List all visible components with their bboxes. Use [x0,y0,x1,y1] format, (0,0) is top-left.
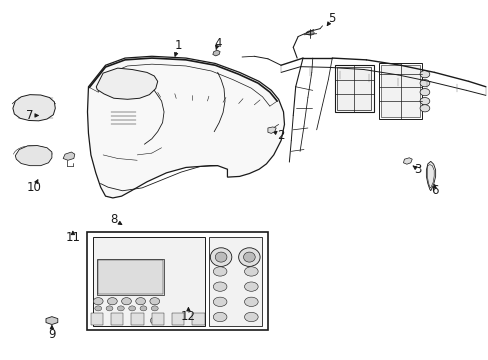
Polygon shape [15,145,52,166]
Ellipse shape [131,77,158,95]
Ellipse shape [238,248,260,266]
Ellipse shape [117,306,124,311]
Ellipse shape [106,306,113,311]
Bar [110,105,137,126]
Bar [163,89,215,117]
Ellipse shape [48,319,55,323]
Ellipse shape [131,317,140,324]
Ellipse shape [213,297,226,306]
Polygon shape [426,161,435,191]
Ellipse shape [244,312,258,321]
Ellipse shape [101,75,142,98]
Bar [98,260,162,294]
Bar [209,237,262,326]
Bar [161,87,217,119]
Bar [336,67,370,110]
Bar [192,313,204,325]
Text: 5: 5 [328,12,335,25]
Ellipse shape [213,312,226,321]
Bar [152,135,203,164]
Text: 9: 9 [48,328,56,341]
Bar [227,107,259,137]
Ellipse shape [419,89,429,96]
Ellipse shape [419,98,429,105]
Text: 1: 1 [175,39,182,52]
Bar [93,237,205,326]
Text: 4: 4 [213,37,221,50]
Bar [111,313,123,325]
Bar [378,63,422,119]
Ellipse shape [93,298,103,305]
Bar [334,65,373,112]
Ellipse shape [107,298,117,305]
Ellipse shape [419,105,429,112]
Polygon shape [63,152,75,160]
Text: 11: 11 [65,231,80,244]
Text: 2: 2 [277,129,284,142]
Ellipse shape [419,80,429,87]
Ellipse shape [213,267,226,276]
Bar [97,259,163,295]
Bar [224,105,261,139]
Ellipse shape [150,298,159,305]
Ellipse shape [94,317,102,324]
Ellipse shape [243,252,255,262]
Text: 6: 6 [430,184,438,197]
Ellipse shape [215,252,226,262]
Ellipse shape [151,306,158,311]
Polygon shape [403,158,411,164]
Ellipse shape [244,282,258,291]
Polygon shape [87,56,284,198]
Bar [131,313,143,325]
Ellipse shape [136,298,145,305]
Ellipse shape [213,282,226,291]
Bar [380,65,419,117]
Text: 10: 10 [26,181,41,194]
Ellipse shape [140,306,146,311]
Polygon shape [13,95,55,121]
Ellipse shape [112,317,121,324]
Polygon shape [212,50,220,56]
Bar [172,313,184,325]
Text: 3: 3 [413,163,421,176]
Polygon shape [96,68,158,99]
Ellipse shape [210,248,231,266]
Bar [91,313,103,325]
Ellipse shape [244,297,258,306]
Bar [87,232,267,330]
Ellipse shape [419,71,429,78]
Ellipse shape [244,267,258,276]
Polygon shape [46,317,58,324]
Text: 8: 8 [110,213,117,226]
Ellipse shape [306,31,314,35]
Text: 12: 12 [181,310,196,323]
Ellipse shape [95,306,102,311]
Ellipse shape [150,317,159,324]
Ellipse shape [122,298,131,305]
Ellipse shape [128,306,135,311]
Text: 7: 7 [26,109,34,122]
Polygon shape [267,127,276,134]
Bar [151,313,163,325]
